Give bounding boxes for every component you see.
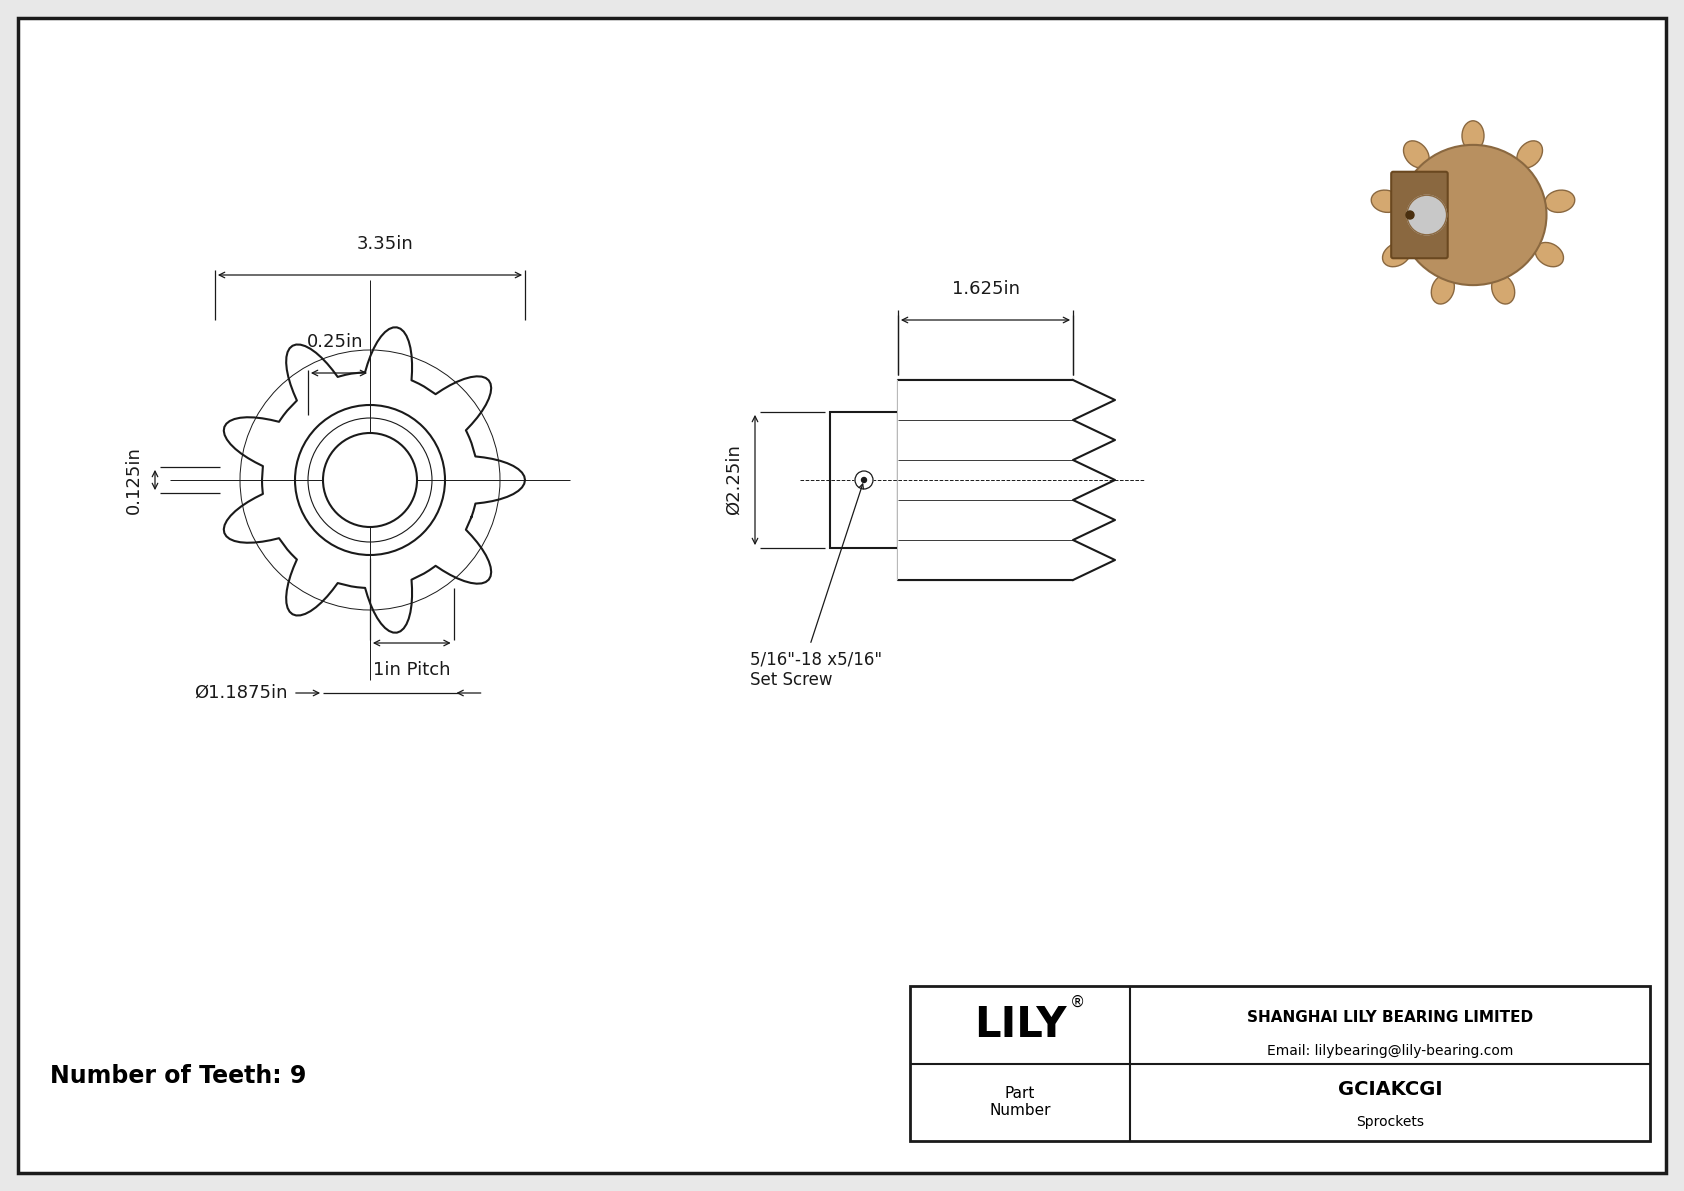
- Text: Part
Number: Part Number: [989, 1086, 1051, 1118]
- Text: Email: lilybearing@lily-bearing.com: Email: lilybearing@lily-bearing.com: [1266, 1045, 1514, 1058]
- Circle shape: [1406, 211, 1415, 219]
- Bar: [909, 986, 1650, 1141]
- Text: Sprockets: Sprockets: [1356, 1116, 1425, 1129]
- Text: 1in Pitch: 1in Pitch: [374, 661, 451, 679]
- Circle shape: [1408, 195, 1447, 235]
- Circle shape: [323, 434, 418, 526]
- Text: Number of Teeth: 9: Number of Teeth: 9: [51, 1064, 306, 1089]
- Text: SHANGHAI LILY BEARING LIMITED: SHANGHAI LILY BEARING LIMITED: [1246, 1010, 1532, 1024]
- Text: 0.25in: 0.25in: [306, 333, 364, 351]
- Bar: [830, 412, 898, 548]
- Text: LILY: LILY: [973, 1004, 1066, 1046]
- Circle shape: [862, 478, 867, 482]
- Text: 3.35in: 3.35in: [357, 235, 414, 252]
- Ellipse shape: [1544, 191, 1575, 212]
- Text: ®: ®: [1071, 996, 1086, 1010]
- Circle shape: [855, 470, 872, 490]
- Ellipse shape: [1399, 145, 1546, 285]
- Ellipse shape: [1371, 191, 1401, 212]
- Ellipse shape: [1383, 243, 1411, 267]
- Text: Ø1.1875in: Ø1.1875in: [194, 684, 288, 701]
- Text: Ø2.25in: Ø2.25in: [726, 444, 743, 516]
- Text: 1.625in: 1.625in: [951, 280, 1019, 298]
- Bar: [898, 380, 1073, 580]
- Polygon shape: [224, 328, 525, 632]
- FancyBboxPatch shape: [1391, 172, 1448, 258]
- Ellipse shape: [1403, 141, 1430, 168]
- Ellipse shape: [1536, 243, 1563, 267]
- Ellipse shape: [1517, 141, 1543, 168]
- Ellipse shape: [1492, 275, 1514, 304]
- Text: GCIAKCGI: GCIAKCGI: [1337, 1080, 1442, 1099]
- Ellipse shape: [1431, 275, 1455, 304]
- Ellipse shape: [1462, 120, 1484, 151]
- Polygon shape: [898, 380, 1115, 580]
- Text: 5/16"-18 x5/16"
Set Screw: 5/16"-18 x5/16" Set Screw: [749, 650, 882, 688]
- Text: 0.125in: 0.125in: [125, 447, 143, 515]
